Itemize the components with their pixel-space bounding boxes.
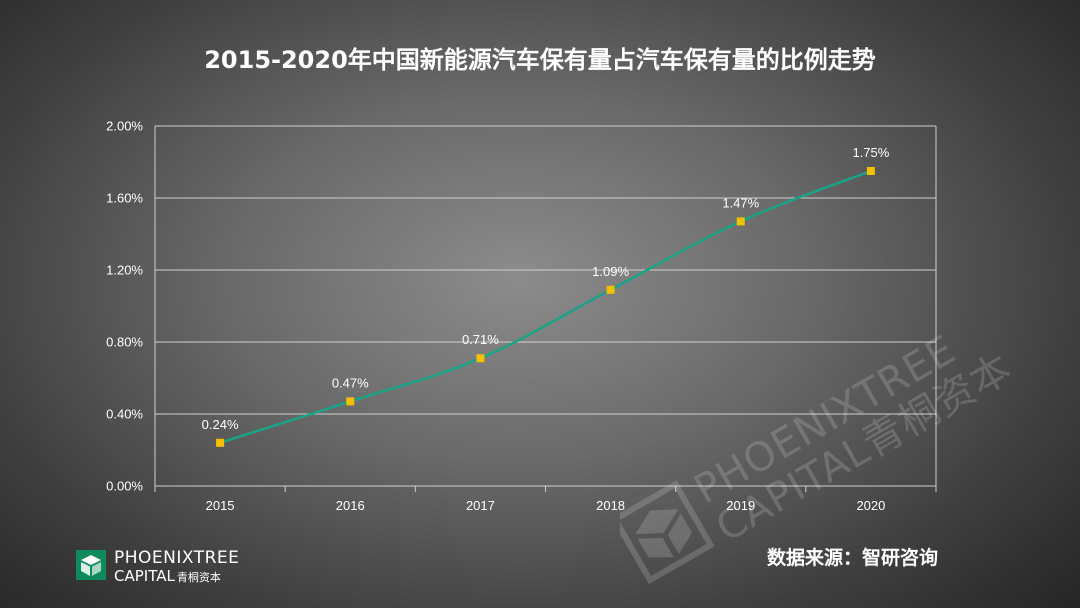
y-tick-labels: 0.00% 0.40% 0.80% 1.20% 1.60% 2.00% — [106, 119, 143, 494]
x-tick-labels: 2015 2016 2017 2018 2019 2020 — [206, 498, 886, 513]
data-label: 1.75% — [852, 145, 889, 160]
y-tick-label: 1.60% — [106, 191, 143, 206]
x-tick-label: 2019 — [726, 498, 755, 513]
data-label: 0.71% — [462, 332, 499, 347]
data-point-marker — [606, 285, 615, 294]
data-label: 1.47% — [722, 195, 759, 210]
data-label: 1.09% — [592, 264, 629, 279]
y-tick-label: 0.80% — [106, 335, 143, 350]
data-labels: 0.24% 0.47% 0.71% 1.09% 1.47% 1.75% — [202, 145, 890, 432]
grid-lines — [155, 125, 936, 415]
logo-text-capital: CAPITAL — [114, 567, 175, 585]
x-tick-label: 2016 — [336, 498, 365, 513]
series-line — [219, 169, 872, 444]
data-point-marker — [216, 438, 225, 447]
data-label: 0.47% — [332, 375, 369, 390]
logo-text-chinese: 青桐资本 — [176, 571, 221, 584]
data-point-marker — [736, 217, 745, 226]
data-point-marker — [346, 397, 355, 406]
data-label: 0.24% — [202, 417, 239, 432]
x-tick-label: 2018 — [596, 498, 625, 513]
series-path — [219, 169, 872, 444]
logo-mark-icon — [76, 550, 106, 580]
x-tick-label: 2020 — [856, 498, 885, 513]
y-tick-label: 0.40% — [106, 407, 143, 422]
chart-title: 2015-2020年中国新能源汽车保有量占汽车保有量的比例走势 — [204, 46, 876, 74]
data-markers — [216, 167, 875, 447]
watermark: PHOENIXTREE CAPITAL青桐资本 — [620, 327, 1020, 585]
data-point-marker — [866, 167, 875, 175]
y-tick-label: 1.20% — [106, 263, 143, 278]
x-tick-label: 2015 — [206, 498, 235, 513]
x-tick-label: 2017 — [466, 498, 495, 513]
axes — [154, 126, 937, 492]
logo-text-primary: PHOENIXTREE — [114, 548, 240, 568]
y-tick-label: 2.00% — [106, 119, 143, 134]
y-tick-label: 0.00% — [106, 479, 143, 494]
source-note: 数据来源：智研咨询 — [766, 547, 938, 569]
logo-text-secondary: CAPITAL 青桐资本 — [114, 567, 221, 585]
data-point-marker — [476, 354, 485, 363]
